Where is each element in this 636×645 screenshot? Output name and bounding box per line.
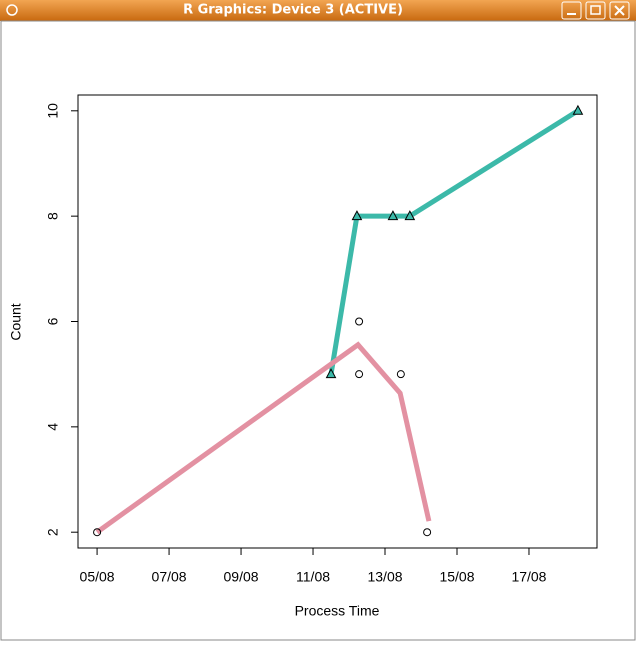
- x-tick-label: 11/08: [296, 569, 330, 585]
- triangle-marker: [351, 210, 363, 221]
- x-tick-label: 07/08: [152, 569, 187, 585]
- x-tick-label: 09/08: [224, 569, 259, 585]
- triangle-marker: [325, 368, 337, 379]
- window-menu[interactable]: [6, 4, 18, 16]
- x-tick-label: 17/08: [511, 569, 546, 585]
- maximize-button[interactable]: [585, 1, 606, 20]
- circle-marker: [423, 528, 432, 537]
- close-button[interactable]: [609, 1, 630, 20]
- y-tick-label: 2: [45, 528, 61, 536]
- x-tick-label: 05/08: [80, 569, 115, 585]
- y-tick-label: 10: [45, 103, 61, 119]
- y-tick-label: 6: [45, 317, 61, 325]
- series-line: [95, 341, 432, 535]
- title-bar: [0, 0, 636, 21]
- y-tick-label: 8: [45, 212, 61, 220]
- x-axis-label: Process Time: [295, 603, 380, 619]
- minimize-button[interactable]: [561, 1, 582, 20]
- circle-marker: [93, 528, 102, 537]
- window-title: R Graphics: Device 3 (ACTIVE): [183, 3, 403, 18]
- triangle-marker: [572, 104, 584, 115]
- plot-area: [0, 20, 636, 641]
- triangle-marker: [404, 210, 416, 221]
- circle-marker: [355, 317, 364, 326]
- circle-marker: [396, 370, 405, 379]
- y-tick-label: 4: [45, 423, 61, 431]
- circle-marker: [355, 370, 364, 379]
- y-axis-label: Count: [8, 303, 24, 340]
- x-tick-label: 13/08: [367, 569, 402, 585]
- x-tick-label: 15/08: [439, 569, 474, 585]
- triangle-marker: [387, 210, 399, 221]
